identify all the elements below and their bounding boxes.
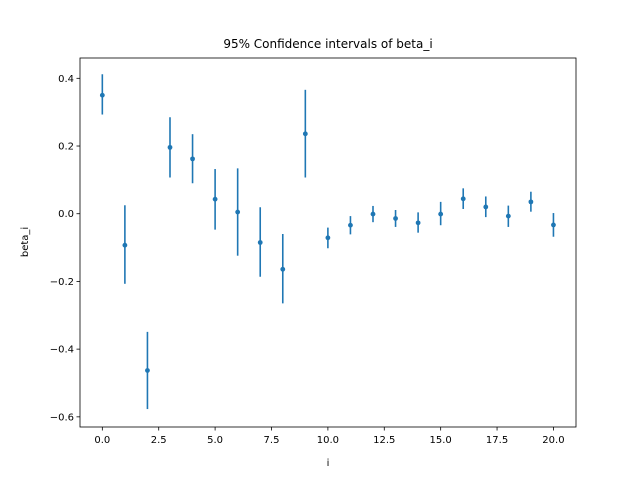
x-axis: 0.0 2.5 5.0 7.5 10.0 12.5 15.0 17.5 20.0: [94, 427, 565, 446]
y-tick-label: 0.4: [58, 74, 74, 85]
y-tick-label: −0.2: [50, 277, 74, 288]
data-point: [393, 216, 398, 221]
data-point: [190, 156, 195, 162]
data-point: [460, 196, 466, 202]
data-point: [505, 213, 511, 219]
data-point: [257, 240, 263, 245]
x-tick-label: 15.0: [430, 435, 452, 446]
y-tick-label: 0.2: [58, 142, 74, 153]
data-point: [302, 131, 308, 137]
y-tick-label: −0.4: [50, 345, 74, 356]
x-tick-label: 10.0: [317, 435, 339, 446]
data-point: [280, 266, 286, 272]
x-tick-label: 17.5: [486, 435, 508, 446]
data-point: [325, 235, 331, 241]
y-tick-label: −0.6: [50, 412, 74, 423]
data-point: [528, 199, 534, 205]
data-point: [348, 222, 353, 228]
data-point: [370, 211, 376, 217]
y-tick-label: 0.0: [58, 209, 74, 220]
x-axis-label: i: [327, 458, 330, 469]
data-point: [438, 211, 444, 217]
data-point: [99, 92, 105, 98]
x-tick-label: 0.0: [94, 435, 110, 446]
x-tick-label: 2.5: [151, 435, 167, 446]
x-tick-label: 7.5: [264, 435, 280, 446]
y-axis-label: beta_i: [20, 227, 31, 257]
data-point: [551, 222, 556, 228]
data-point: [235, 209, 241, 215]
data-marks: [99, 74, 556, 410]
data-point: [483, 204, 489, 210]
data-point: [415, 220, 421, 226]
y-axis: −0.6 −0.4 −0.2 0.0 0.2 0.4: [50, 74, 80, 423]
data-point: [212, 196, 218, 202]
x-tick-label: 5.0: [207, 435, 223, 446]
data-point: [167, 144, 173, 150]
x-tick-label: 12.5: [373, 435, 395, 446]
data-point: [122, 242, 128, 248]
chart-title: 95% Confidence intervals of beta_i: [223, 37, 432, 51]
x-tick-label: 20.0: [542, 435, 564, 446]
data-point: [145, 368, 150, 373]
